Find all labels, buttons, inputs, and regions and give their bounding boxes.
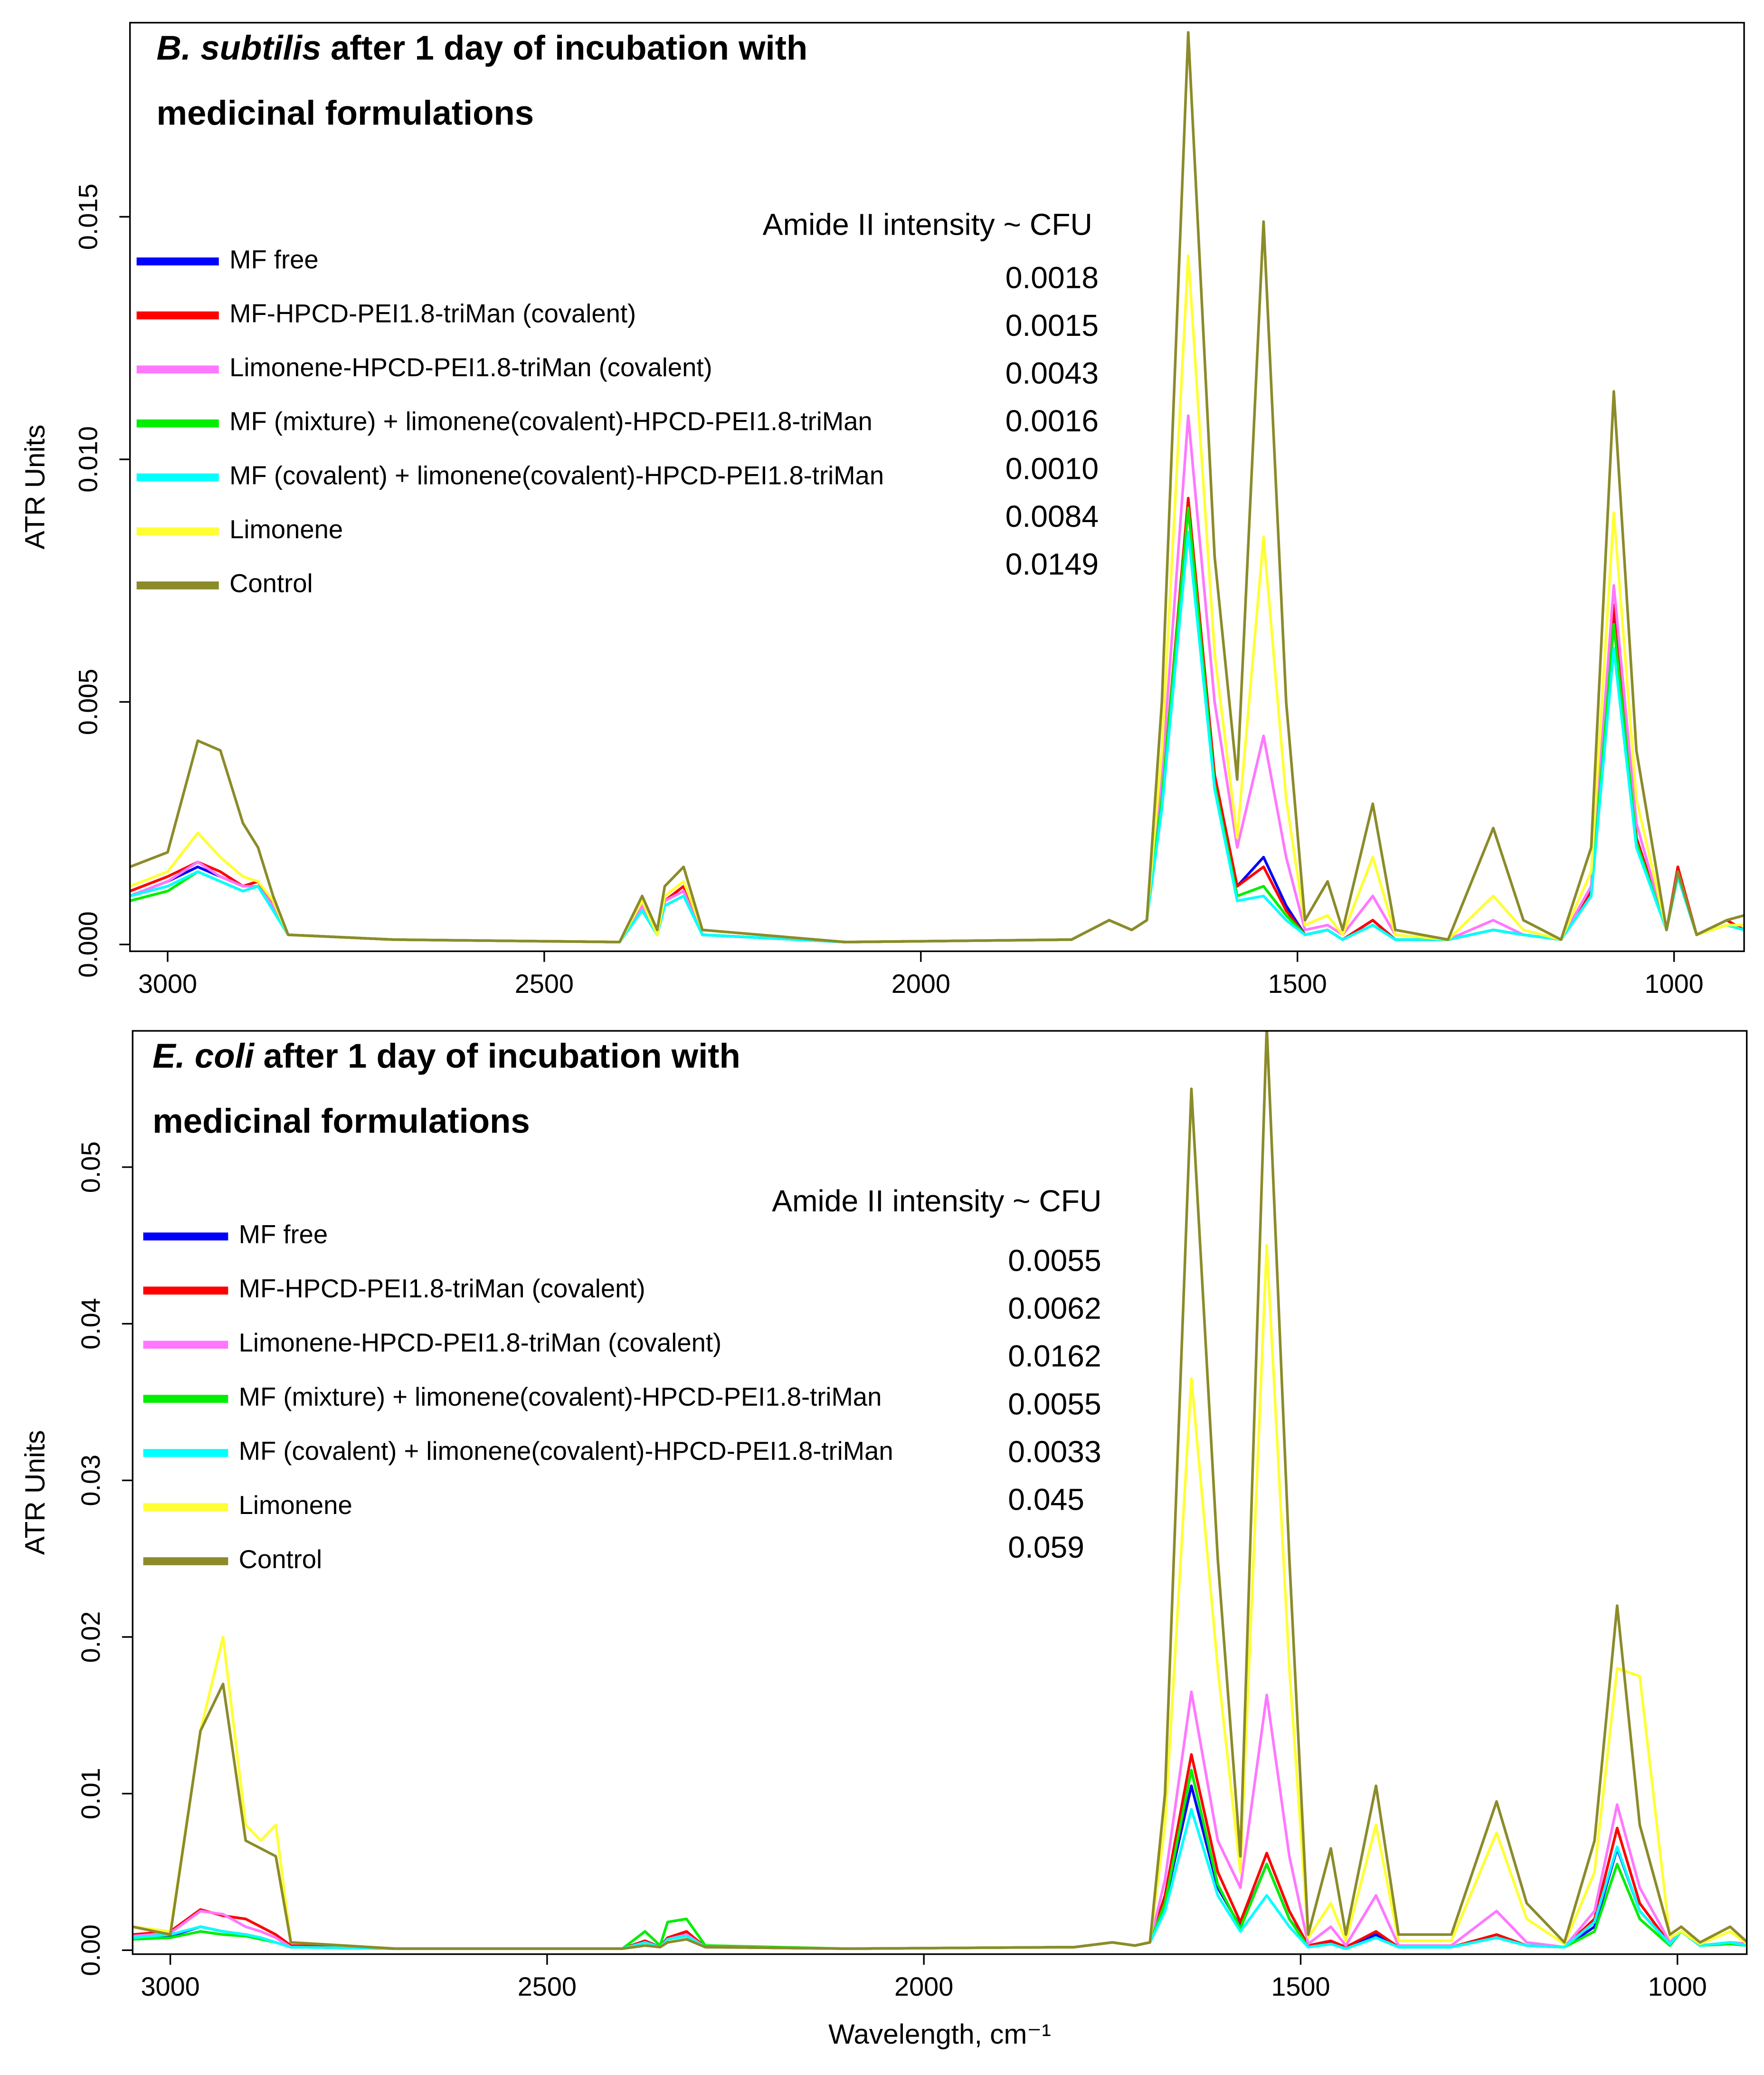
annotation-value: 0.0010 xyxy=(1005,452,1099,486)
annotation-value: 0.045 xyxy=(1008,1482,1084,1516)
title-text: after 1 day of incubation with xyxy=(331,29,807,67)
y-tick-label: 0.005 xyxy=(73,669,103,735)
legend-label: Limonene xyxy=(239,1491,352,1520)
y-tick-label: 0.010 xyxy=(73,426,103,493)
annotation-value: 0.0018 xyxy=(1005,260,1099,295)
legend-label: MF (mixture) + limonene(covalent)-HPCD-P… xyxy=(239,1382,882,1411)
annotation-value: 0.0043 xyxy=(1005,356,1099,390)
annotation-value: 0.0062 xyxy=(1008,1291,1101,1325)
y-tick-label: 0.015 xyxy=(73,183,103,250)
y-axis-label: ATR Units xyxy=(20,425,51,550)
legend-label: Limonene-HPCD-PEI1.8-triMan (covalent) xyxy=(229,353,712,382)
annotation-value: 0.0162 xyxy=(1008,1339,1101,1373)
x-tick-label: 1000 xyxy=(1645,969,1704,999)
annotation-value: 0.0149 xyxy=(1005,547,1099,581)
legend-label: MF free xyxy=(239,1220,328,1249)
chart-title-line: medicinal formulations xyxy=(152,1102,530,1141)
annotation-value: 0.0055 xyxy=(1008,1244,1101,1278)
annotation-value: 0.0055 xyxy=(1008,1387,1101,1421)
legend-label: MF-HPCD-PEI1.8-triMan (covalent) xyxy=(229,299,636,328)
plot-frame xyxy=(129,22,1745,952)
x-tick-label: 2500 xyxy=(515,969,574,999)
chart-title-line: medicinal formulations xyxy=(157,94,534,132)
legend-label: Limonene-HPCD-PEI1.8-triMan (covalent) xyxy=(239,1328,722,1357)
y-tick-label: 0.000 xyxy=(73,911,103,978)
title-species: E. coli xyxy=(152,1037,255,1076)
x-tick-label: 3000 xyxy=(141,1971,199,2001)
annotation-value: 0.0033 xyxy=(1008,1435,1101,1469)
annotation-title: Amide II intensity ~ CFU xyxy=(763,208,1092,242)
legend-label: MF free xyxy=(229,245,319,274)
y-tick-label: 0.03 xyxy=(76,1455,105,1506)
x-tick-label: 2000 xyxy=(894,1971,953,2001)
x-tick-label: 1000 xyxy=(1648,1971,1707,2001)
annotation-title: Amide II intensity ~ CFU xyxy=(772,1184,1101,1218)
legend-label: MF (mixture) + limonene(covalent)-HPCD-P… xyxy=(229,407,873,436)
annotation-value: 0.0084 xyxy=(1005,499,1099,533)
x-tick-label: 1500 xyxy=(1268,969,1327,999)
plot-frame xyxy=(132,1030,1748,1955)
legend-label: Limonene xyxy=(229,515,343,544)
legend-label: Control xyxy=(239,1545,322,1574)
x-tick-label: 2000 xyxy=(891,969,950,999)
spectrum-line xyxy=(130,31,1745,943)
legend-label: MF (covalent) + limonene(covalent)-HPCD-… xyxy=(229,461,884,490)
spectrum-line xyxy=(133,1031,1747,1950)
y-tick-label: 0.00 xyxy=(76,1924,105,1976)
spectrum-line xyxy=(133,1808,1747,1950)
chart-title: E. coli after 1 day of incubation with xyxy=(152,1037,740,1076)
y-tick-label: 0.01 xyxy=(76,1768,105,1819)
x-tick-label: 3000 xyxy=(138,969,197,999)
y-tick-label: 0.04 xyxy=(76,1298,105,1350)
title-species: B. subtilis xyxy=(157,29,322,67)
y-tick-label: 0.02 xyxy=(76,1611,105,1663)
legend-label: MF (covalent) + limonene(covalent)-HPCD-… xyxy=(239,1437,893,1466)
y-tick-label: 0.05 xyxy=(76,1142,105,1193)
legend-label: Control xyxy=(229,569,313,598)
x-tick-label: 2500 xyxy=(518,1971,577,2001)
annotation-value: 0.0015 xyxy=(1005,308,1099,343)
chart-title: B. subtilis after 1 day of incubation wit… xyxy=(157,29,808,67)
x-axis-label: Wavelength, cm⁻¹ xyxy=(828,2019,1051,2050)
annotation-value: 0.059 xyxy=(1008,1530,1084,1564)
x-tick-label: 1500 xyxy=(1271,1971,1330,2001)
annotation-value: 0.0016 xyxy=(1005,404,1099,438)
title-text: after 1 day of incubation with xyxy=(263,1037,740,1076)
y-axis-label: ATR Units xyxy=(20,1430,51,1555)
legend-label: MF-HPCD-PEI1.8-triMan (covalent) xyxy=(239,1274,645,1303)
